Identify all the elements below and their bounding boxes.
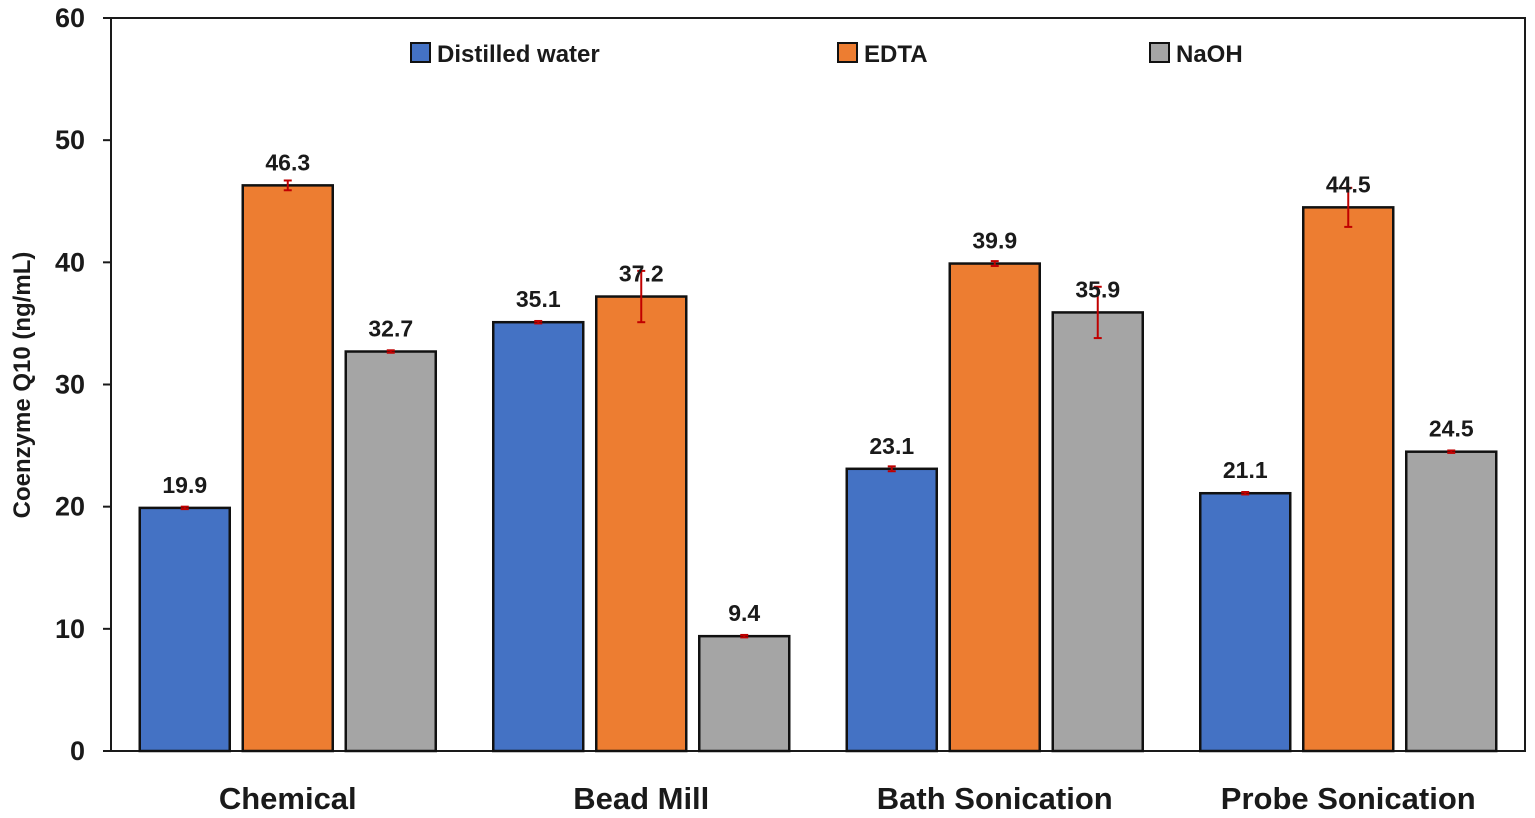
legend-label: NaOH: [1176, 41, 1243, 68]
data-label: 32.7: [368, 316, 413, 342]
data-label: 39.9: [972, 228, 1017, 254]
bar: [1302, 206, 1395, 753]
y-axis-title: Coenzyme Q10 (ng/mL): [9, 252, 36, 519]
bar: [492, 320, 585, 753]
data-label: 35.9: [1075, 276, 1120, 302]
data-label: 44.5: [1326, 171, 1371, 197]
data-label: 37.2: [619, 261, 664, 287]
bar: [595, 295, 688, 753]
y-tick-label: 30: [55, 370, 85, 400]
bar: [948, 262, 1041, 753]
data-label: 46.3: [265, 149, 310, 175]
bar: [138, 506, 231, 753]
x-category-label: Chemical: [219, 781, 357, 816]
x-category-label: Probe Sonication: [1221, 781, 1476, 816]
y-tick-label: 50: [55, 125, 85, 155]
x-category-label: Bath Sonication: [877, 781, 1113, 816]
data-label: 19.9: [162, 472, 207, 498]
data-label: 24.5: [1429, 416, 1474, 442]
legend-label: Distilled water: [437, 41, 600, 68]
y-tick-label: 0: [70, 736, 85, 766]
legend-swatch: [410, 42, 431, 63]
bar: [1199, 491, 1292, 753]
bar: [1405, 450, 1498, 753]
bar: [698, 634, 791, 753]
y-tick-label: 20: [55, 492, 85, 522]
data-labels-group: 19.9 46.3 32.7 35.1 37.2 9.4 23.1 39.9 35.9 21.1 4…: [162, 149, 1473, 626]
bars-group: [138, 184, 1498, 753]
y-tick-label: 10: [55, 614, 85, 644]
data-label: 23.1: [869, 433, 914, 459]
bar: [845, 467, 938, 753]
data-label: 21.1: [1223, 457, 1268, 483]
legend-label: EDTA: [864, 41, 928, 68]
y-tick-label: 40: [55, 247, 85, 277]
bar: [241, 184, 334, 753]
bar: [1051, 311, 1144, 753]
x-category-label: Bead Mill: [573, 781, 709, 816]
error-bars-group: [180, 179, 1456, 639]
data-label: 35.1: [516, 286, 561, 312]
bar: [344, 350, 437, 753]
legend: Distilled water EDTA NaOH: [410, 41, 1243, 68]
legend-swatch: [837, 42, 858, 63]
y-tick-label: 60: [55, 3, 85, 33]
y-axis: 0 10 20 30 40 50 60: [55, 3, 111, 766]
data-label: 9.4: [728, 600, 760, 626]
x-axis-categories: Chemical Bead Mill Bath Sonication Probe So…: [219, 781, 1476, 816]
legend-swatch: [1149, 42, 1170, 63]
